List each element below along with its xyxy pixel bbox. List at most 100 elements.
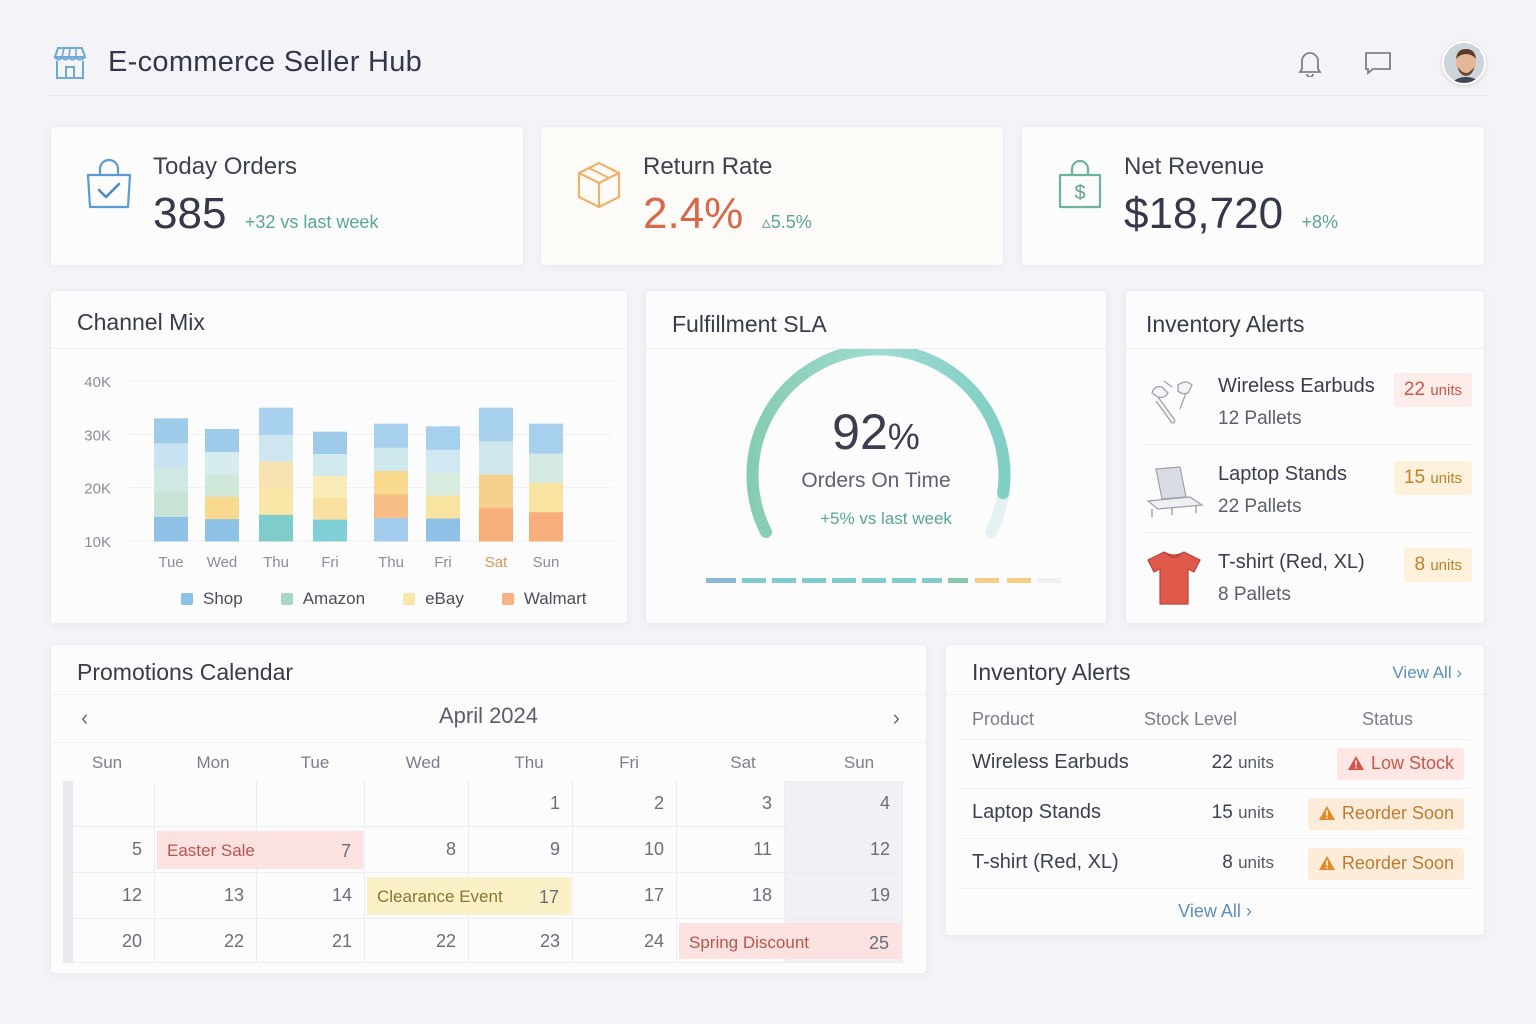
calendar-day-cell[interactable]: 17 xyxy=(573,873,677,919)
inventory-alert-item[interactable]: T-shirt (Red, XL) 8 Pallets 8 units xyxy=(1142,536,1472,620)
calendar-day-cell[interactable]: 1 xyxy=(469,781,573,827)
calendar-day-cell[interactable] xyxy=(257,827,365,873)
bar-segment xyxy=(313,453,347,476)
next-month-button[interactable]: › xyxy=(892,705,900,730)
app-title: E-commerce Seller Hub xyxy=(108,46,423,78)
bar-segment xyxy=(479,474,513,509)
table-row[interactable]: Wireless Earbuds 22 units Low Stock xyxy=(960,739,1470,789)
day-of-week: Sat xyxy=(730,753,756,772)
panel-title: Inventory Alerts xyxy=(946,645,1484,695)
calendar-day-cell[interactable]: 2 xyxy=(573,781,677,827)
promotion-event[interactable]: Spring Discount 25 xyxy=(679,923,901,959)
user-avatar[interactable] xyxy=(1442,40,1486,85)
stock-level: 8 units xyxy=(1222,852,1274,873)
promotion-event[interactable]: Easter Sale 7 xyxy=(157,831,363,869)
messages-icon[interactable] xyxy=(1364,49,1392,77)
calendar-day-cell[interactable] xyxy=(365,781,469,827)
calendar-day-cell[interactable]: 20 xyxy=(73,919,155,963)
calendar-day-cell[interactable]: 22 xyxy=(155,919,257,963)
calendar-day-cell[interactable] xyxy=(257,781,365,827)
view-all-link[interactable]: View All › xyxy=(1178,901,1252,921)
status-badge: Reorder Soon xyxy=(1307,798,1464,830)
calendar-day-cell[interactable]: 5 xyxy=(73,827,155,873)
item-pallets: 22 Pallets xyxy=(1218,496,1302,517)
y-tick-label: 20K xyxy=(84,481,111,498)
calendar-day-cell[interactable]: 12 xyxy=(785,827,903,873)
calendar-day-cell[interactable]: 24 xyxy=(573,919,677,963)
calendar-day-cell[interactable]: 22 xyxy=(365,919,469,963)
calendar-day-cell[interactable]: 10 xyxy=(573,827,677,873)
svg-text:$: $ xyxy=(1074,182,1085,204)
kpi-label: Today Orders xyxy=(153,153,298,180)
kpi-today-orders: Today Orders 385 +32 vs last week xyxy=(50,126,524,266)
bar-segment xyxy=(426,472,460,496)
legend-item-walmart[interactable]: Walmart xyxy=(501,589,586,609)
promotion-event[interactable]: Clearance Event 17 xyxy=(367,877,571,915)
bar-segment xyxy=(313,475,347,498)
sla-label: Orders On Time xyxy=(801,469,951,492)
bar-segment xyxy=(205,451,239,475)
panel-title: Channel Mix xyxy=(51,291,627,349)
notification-bell-icon[interactable] xyxy=(1296,49,1324,77)
money-bag-icon: $ xyxy=(1058,159,1102,209)
inventory-alert-item[interactable]: Laptop Stands 22 Pallets 15 units xyxy=(1142,449,1472,533)
calendar-day-cell[interactable] xyxy=(155,781,257,827)
calendar-day-cell[interactable]: 13 xyxy=(155,873,257,919)
calendar-day-cell[interactable]: 11 xyxy=(677,827,785,873)
sla-value: 92% xyxy=(832,404,920,460)
chart-legend: Shop Amazon eBay Walmart xyxy=(181,589,586,609)
calendar-day-cell[interactable]: 23 xyxy=(469,919,573,963)
calendar-day-cell[interactable]: 3 xyxy=(677,781,785,827)
stock-level: 22 units xyxy=(1211,752,1274,773)
inventory-alerts-panel: Inventory Alerts Wireless Earbuds 12 Pal… xyxy=(1125,290,1485,624)
calendar-day-cell[interactable] xyxy=(469,873,573,919)
calendar-day-cell[interactable]: 9 xyxy=(469,827,573,873)
earbuds-icon xyxy=(1151,380,1193,424)
fulfillment-sla-panel: Fulfillment SLA 92% Orders xyxy=(645,290,1107,624)
kpi-delta: +32 vs last week xyxy=(244,212,379,232)
calendar-day-cell[interactable] xyxy=(73,781,155,827)
product-name: T-shirt (Red, XL) xyxy=(972,851,1119,873)
legend-item-shop[interactable]: Shop xyxy=(181,589,243,609)
day-of-week: Sun xyxy=(91,753,123,772)
bar-segment xyxy=(374,447,408,472)
calendar-day-cell[interactable]: 8 xyxy=(365,827,469,873)
calendar-day-cell[interactable]: 14 xyxy=(257,873,365,919)
calendar-day-cell[interactable] xyxy=(785,919,903,963)
day-of-week: Mon xyxy=(196,753,230,772)
x-tick-label: Sun xyxy=(533,554,560,571)
bar-segment xyxy=(529,482,563,513)
view-all-link[interactable]: View All › xyxy=(1392,663,1462,682)
legend-item-ebay[interactable]: eBay xyxy=(403,589,464,609)
calendar-day-cell[interactable]: 4 xyxy=(785,781,903,827)
calendar-day-cell[interactable]: 12 xyxy=(73,873,155,919)
legend-item-amazon[interactable]: Amazon xyxy=(280,589,365,609)
calendar-month: April 2024 xyxy=(438,703,539,728)
prev-month-button[interactable]: ‹ xyxy=(81,705,89,730)
shopping-bag-check-icon xyxy=(86,158,132,209)
event-label: Clearance Event xyxy=(377,887,503,906)
inventory-alert-item[interactable]: Wireless Earbuds 12 Pallets 22 units xyxy=(1142,361,1472,445)
x-tick-label: Tue xyxy=(158,554,183,571)
kpi-value: 2.4% xyxy=(643,189,744,238)
bar-segment xyxy=(479,407,513,442)
warning-icon xyxy=(1347,756,1364,770)
event-day: 25 xyxy=(868,933,889,953)
table-row[interactable]: Laptop Stands 15 units Reorder Soon xyxy=(960,789,1470,839)
column-header: Stock Level xyxy=(1144,709,1238,729)
event-label: Spring Discount xyxy=(689,933,810,952)
event-day: 7 xyxy=(340,841,351,861)
table-row[interactable]: T-shirt (Red, XL) 8 units Reorder Soon xyxy=(960,839,1470,889)
item-pallets: 8 Pallets xyxy=(1218,583,1291,605)
warning-icon xyxy=(1318,806,1335,820)
bar-segment xyxy=(259,461,293,489)
x-tick-label: Thu xyxy=(378,554,404,571)
bar-segment xyxy=(529,453,563,483)
bar-segment xyxy=(259,487,293,515)
bar-segment xyxy=(374,470,408,495)
y-tick-label: 30K xyxy=(84,427,111,444)
calendar-day-cell[interactable]: 18 xyxy=(677,873,785,919)
calendar-day-cell[interactable]: 19 xyxy=(785,873,903,919)
stock-badge: 22 units xyxy=(1393,372,1472,407)
calendar-day-cell[interactable]: 21 xyxy=(257,919,365,963)
